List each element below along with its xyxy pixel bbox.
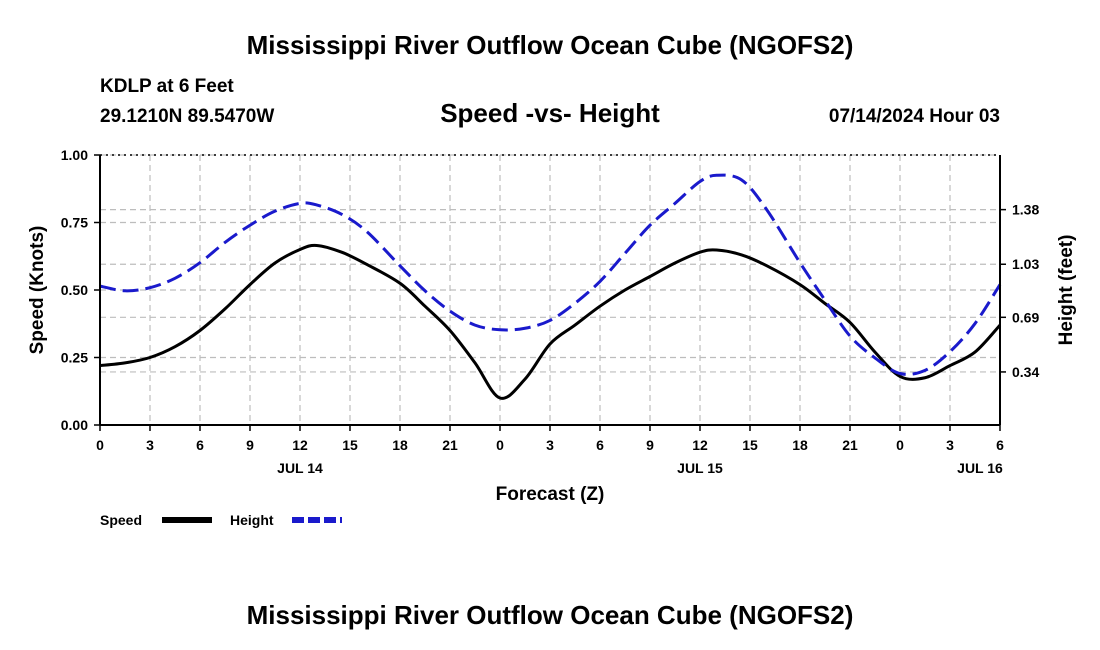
x-tick-label: 15 [342, 437, 358, 453]
y-axis-label: Speed (Knots) [27, 226, 48, 355]
y-tick-label: 0.25 [61, 350, 88, 366]
x-tick-label: 18 [392, 437, 408, 453]
chart-title: Speed -vs- Height [440, 98, 660, 128]
bottom-title: Mississippi River Outflow Ocean Cube (NG… [246, 600, 854, 630]
y-tick-label: 1.00 [61, 147, 88, 163]
x-tick-label: 6 [996, 437, 1004, 453]
date-label: JUL 14 [277, 460, 323, 476]
x-tick-label: 9 [646, 437, 654, 453]
y-tick-label: 0.00 [61, 417, 88, 433]
x-tick-label: 0 [496, 437, 504, 453]
chart-series [99, 173, 1002, 400]
legend-label-speed: Speed [100, 512, 142, 528]
y-tick-label: 0.50 [61, 282, 88, 298]
x-axis-label: Forecast (Z) [496, 484, 605, 505]
x-tick-label: 18 [792, 437, 808, 453]
coordinates-label: 29.1210N 89.5470W [100, 106, 275, 127]
series-line-speed [99, 243, 1002, 400]
y2-tick-label: 1.03 [1012, 256, 1039, 272]
x-tick-label: 3 [146, 437, 154, 453]
x-tick-label: 6 [596, 437, 604, 453]
x-tick-label: 0 [96, 437, 104, 453]
x-tick-label: 0 [896, 437, 904, 453]
x-tick-label: 12 [692, 437, 708, 453]
y2-axis-label: Height (feet) [1056, 235, 1077, 346]
x-tick-label: 21 [442, 437, 458, 453]
y2-tick-label: 1.38 [1012, 202, 1039, 218]
series-line-height [99, 173, 1002, 376]
y-tick-label: 0.75 [61, 215, 88, 231]
y2-tick-label: 0.69 [1012, 309, 1039, 325]
chart-legend: Speed Height [100, 512, 342, 528]
station-label: KDLP at 6 Feet [100, 76, 234, 97]
x-tick-label: 6 [196, 437, 204, 453]
date-label: JUL 15 [677, 460, 723, 476]
x-tick-label: 15 [742, 437, 758, 453]
legend-label-height: Height [230, 512, 274, 528]
chart-ticks: 0 3 6 9 12 15 18 21 0 3 6 9 12 15 18 21 0 3 6 0.00 0.25 0.50 0… [61, 147, 1040, 476]
y2-tick-label: 0.34 [1012, 364, 1039, 380]
x-tick-label: 3 [546, 437, 554, 453]
main-title: Mississippi River Outflow Ocean Cube (NG… [246, 30, 854, 60]
date-label: JUL 16 [957, 460, 1003, 476]
datetime-label: 07/14/2024 Hour 03 [828, 106, 1000, 127]
x-tick-label: 9 [246, 437, 254, 453]
chart-grid [99, 154, 1001, 426]
x-tick-label: 21 [842, 437, 858, 453]
x-tick-label: 3 [946, 437, 954, 453]
x-tick-label: 12 [292, 437, 308, 453]
